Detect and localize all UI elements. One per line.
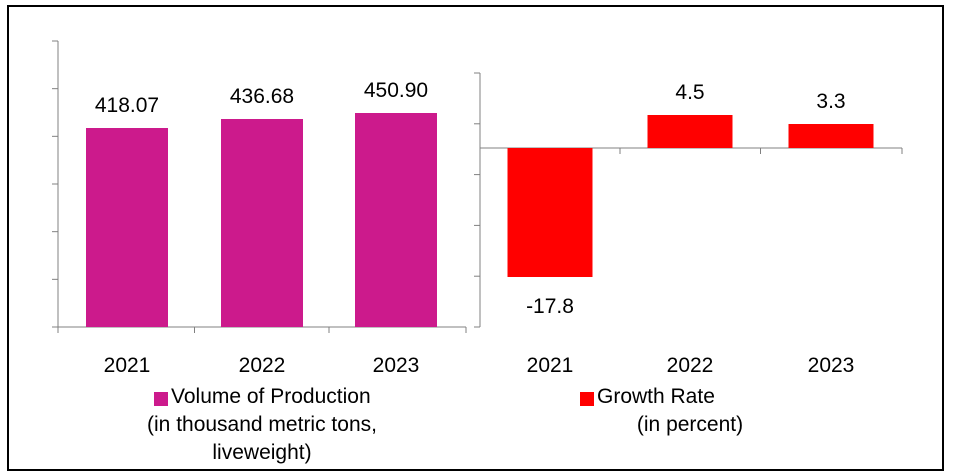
legend-label: Volume of Production <box>171 385 371 408</box>
x-tick-label: 2021 <box>527 354 574 377</box>
data-label: -17.8 <box>526 295 574 318</box>
x-tick-label: 2023 <box>373 354 420 377</box>
data-label: 436.68 <box>230 85 294 108</box>
bar-2023 <box>355 113 437 327</box>
bar-2021 <box>86 128 168 327</box>
x-tick-label: 2021 <box>104 354 151 377</box>
x-tick-label: 2022 <box>667 354 714 377</box>
data-label: 4.5 <box>675 81 704 104</box>
legend-label: Growth Rate <box>597 385 715 408</box>
legend-swatch <box>154 392 168 406</box>
bar-2022 <box>221 119 303 327</box>
data-label: 3.3 <box>816 90 845 113</box>
bar-2022 <box>647 115 733 148</box>
legend-label: (in thousand metric tons, <box>147 413 377 436</box>
bar-2021 <box>507 148 593 277</box>
legend-label: liveweight) <box>212 441 311 464</box>
x-tick-label: 2022 <box>239 354 286 377</box>
legend-label: (in percent) <box>637 413 743 436</box>
data-label: 418.07 <box>95 94 159 117</box>
legend-swatch <box>580 392 594 406</box>
bar-2023 <box>788 124 874 148</box>
data-label: 450.90 <box>364 79 428 102</box>
x-tick-label: 2023 <box>808 354 855 377</box>
